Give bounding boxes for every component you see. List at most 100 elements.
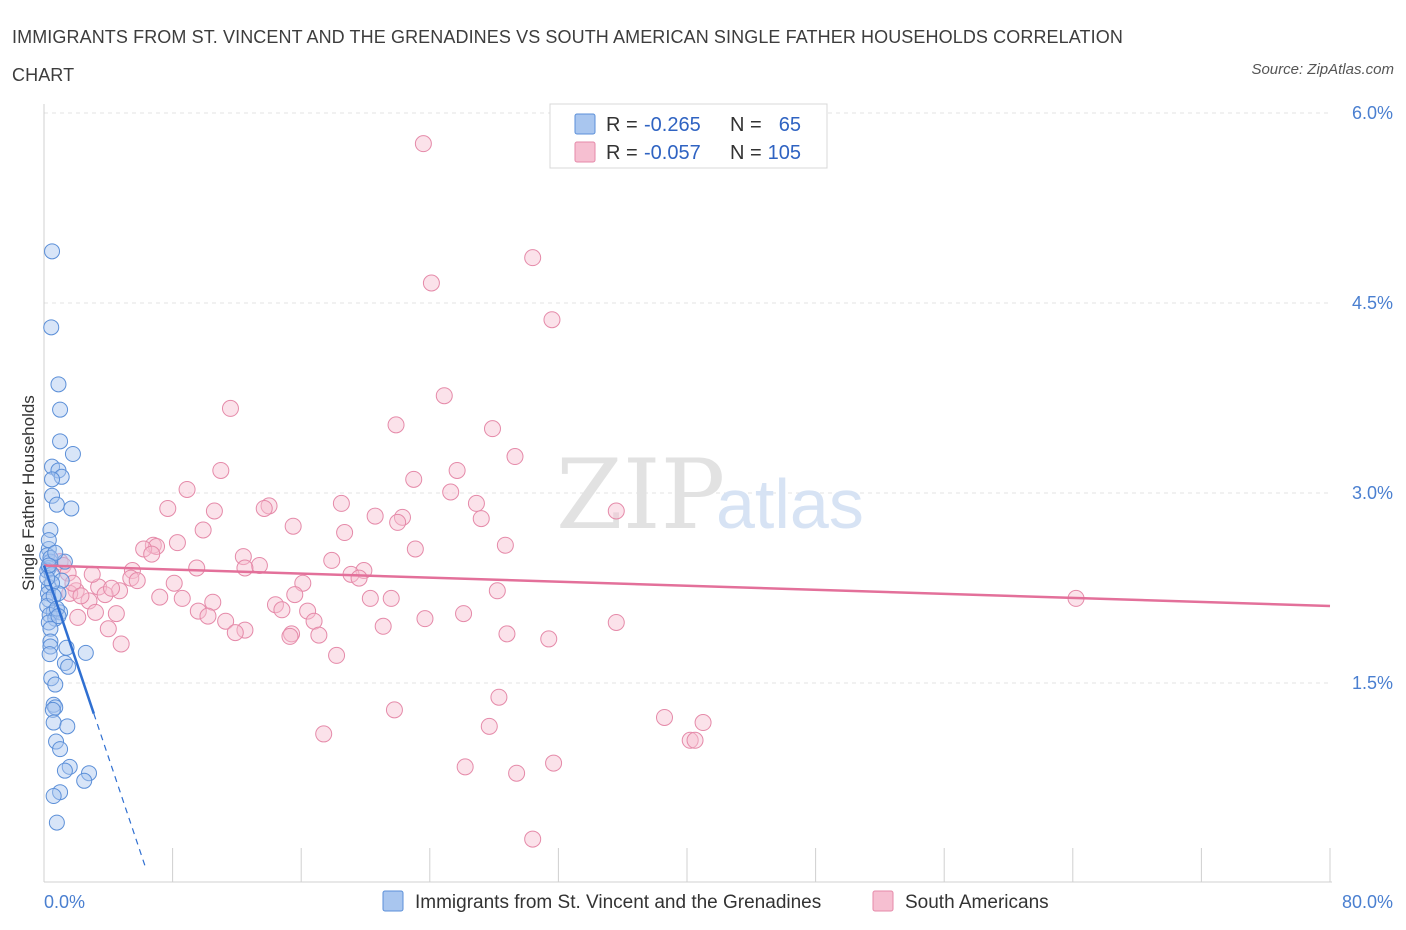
south-americans-point-79 [99, 620, 117, 638]
south-americans-point-8 [506, 448, 524, 466]
immigrants-point-9 [44, 471, 61, 488]
bottom-legend-swatch-blue [382, 890, 404, 912]
south-americans-point-20 [607, 502, 625, 520]
immigrants-point-1 [43, 319, 60, 336]
immigrants-point-45 [45, 714, 62, 731]
south-americans-point-68 [299, 602, 317, 620]
y-tick-label-3: 6.0% [1352, 103, 1393, 123]
south-americans-point-100 [524, 830, 542, 848]
legend-r-value-2: -0.057 [644, 142, 701, 164]
legend: R = -0.265 N = 65 R = -0.057 N = 105 [549, 103, 828, 169]
south-americans-point-48 [128, 572, 146, 590]
watermark-atlas: atlas [716, 465, 864, 543]
immigrants-point-10 [44, 487, 61, 504]
south-americans-point-27 [336, 524, 354, 542]
legend-swatch-blue [574, 113, 596, 135]
gridlines [44, 112, 1330, 684]
south-americans-point-53 [488, 582, 506, 600]
south-americans-point-81 [226, 624, 244, 642]
immigrants-point-31 [40, 614, 57, 631]
south-americans-point-59 [173, 589, 191, 607]
immigrants-point-39 [60, 658, 77, 675]
south-americans-point-1 [524, 249, 542, 267]
south-americans-point-61 [361, 589, 379, 607]
south-americans-point-33 [406, 540, 424, 558]
immigrants-point-4 [52, 433, 69, 450]
south-americans-point-90 [385, 701, 403, 719]
south-americans-point-92 [694, 714, 712, 732]
south-americans-point-16 [260, 497, 278, 515]
south-americans-point-93 [480, 717, 498, 735]
south-americans-point-30 [496, 536, 514, 554]
south-americans-point-47 [350, 569, 368, 587]
south-americans-point-99 [508, 764, 526, 782]
south-americans-point-82 [283, 625, 301, 643]
south-americans-point-80 [236, 621, 254, 639]
immigrants-point-56 [40, 532, 57, 549]
immigrants-point-50 [56, 762, 73, 779]
south-americans-point-103 [72, 587, 90, 605]
south-americans-point-15 [332, 494, 350, 512]
immigrants-trend-line [42, 565, 96, 715]
south-americans-point-34 [143, 545, 161, 563]
south-americans-point-98 [456, 758, 474, 776]
south-americans-point-75 [217, 612, 235, 630]
south-americans-point-96 [686, 731, 704, 749]
south-americans-point-95 [681, 731, 699, 749]
bottom-legend-label-pink: South Americans [905, 892, 1049, 913]
south-americans-point-18 [159, 499, 177, 517]
south-americans-point-94 [315, 725, 333, 743]
south-americans-point-14 [467, 494, 485, 512]
south-americans-point-60 [382, 589, 400, 607]
south-americans-point-12 [178, 480, 196, 498]
south-americans-point-102 [83, 565, 101, 583]
immigrants-point-11 [48, 496, 65, 513]
immigrants-point-26 [39, 598, 56, 614]
south-americans-point-26 [194, 521, 212, 539]
south-americans-point-0 [414, 135, 432, 153]
bottom-legend: Immigrants from St. Vincent and the Gren… [382, 890, 1049, 913]
south-americans-point-87 [112, 635, 130, 653]
south-americans-point-72 [199, 607, 217, 625]
south-americans-point-28 [168, 534, 186, 552]
south-americans-point-17 [255, 499, 273, 517]
south-americans-point-67 [189, 602, 207, 620]
y-tick-label-0: 1.5% [1352, 673, 1393, 693]
x-axis-ticks [172, 848, 1331, 882]
chart-title: IMMIGRANTS FROM ST. VINCENT AND THE GREN… [12, 27, 1123, 85]
south-americans-point-25 [284, 517, 302, 535]
south-americans-point-4 [435, 387, 453, 405]
immigrants-point-42 [45, 696, 62, 713]
south-americans-point-10 [448, 461, 466, 479]
south-americans-trend-line [43, 564, 1331, 608]
south-americans-point-41 [236, 559, 254, 577]
south-americans-point-23 [472, 510, 490, 528]
south-americans-point-69 [86, 603, 104, 621]
south-americans-point-24 [389, 513, 407, 531]
y-tick-label-2: 4.5% [1352, 293, 1393, 313]
south-americans-point-86 [540, 630, 558, 648]
immigrants-point-12 [63, 500, 80, 517]
immigrants-point-0 [44, 243, 61, 260]
immigrants-point-32 [42, 620, 59, 637]
y-axis-label: Single Father Households [19, 395, 38, 591]
legend-r-value-1: -0.265 [644, 114, 701, 136]
south-americans-point-9 [212, 461, 230, 479]
south-americans-point-57 [96, 586, 114, 604]
immigrants-point-63 [47, 544, 64, 561]
south-americans-point-19 [205, 502, 223, 520]
south-americans-point-49 [165, 574, 183, 592]
legend-swatch-pink [574, 141, 596, 163]
immigrants-point-47 [48, 733, 65, 750]
watermark: ZIP atlas [556, 439, 864, 551]
immigrants-point-44 [44, 701, 61, 718]
immigrants-point-3 [52, 401, 69, 418]
south-americans-point-6 [387, 416, 405, 434]
south-americans-point-5 [221, 399, 239, 417]
south-americans-point-70 [455, 605, 473, 623]
legend-n-label-2: N = [730, 142, 762, 164]
x-tick-label-min: 0.0% [44, 892, 85, 912]
south-americans-point-21 [366, 507, 384, 525]
south-americans-point-76 [416, 610, 434, 628]
